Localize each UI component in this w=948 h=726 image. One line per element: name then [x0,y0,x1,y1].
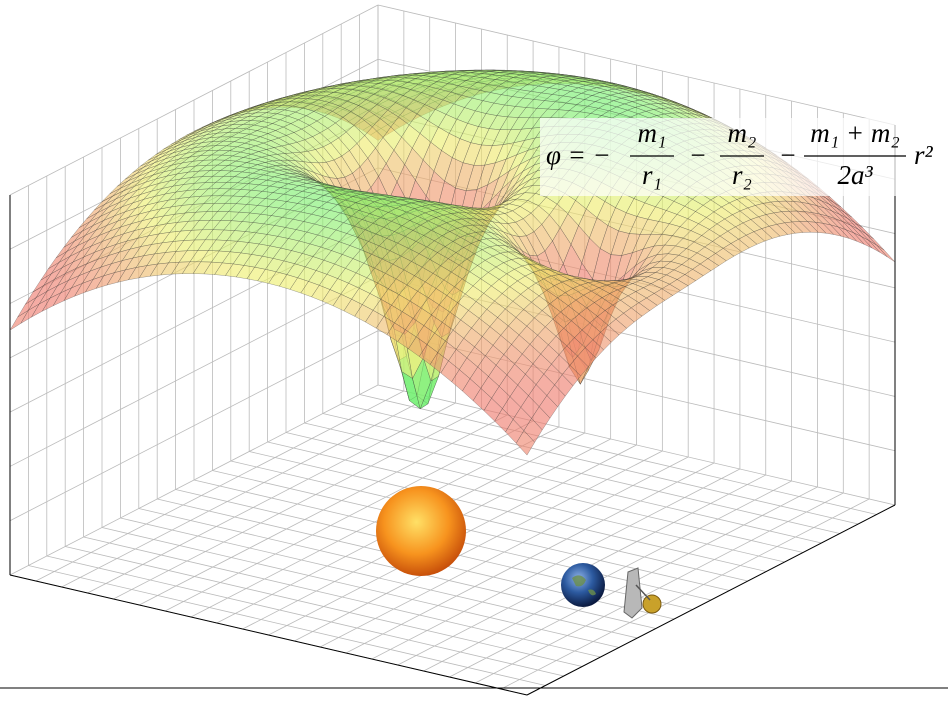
operator: − [780,140,795,170]
floor-grid-line [120,517,638,639]
floor-grid-line [101,527,620,648]
formula-lhs: φ = − [546,140,611,170]
earth-disc [561,563,605,607]
formula: φ = − m₁ r₁ − m₂ r₂ − m₁ + m₂ 2a³ r² [546,118,934,190]
sun [376,486,466,576]
numerator: m₁ + m₂ [810,118,900,148]
floor-grid-line [28,565,546,686]
floor-grid-line [423,480,792,672]
floor-grid-line [320,456,689,648]
floor-grid-line [294,450,663,642]
wall-grid-line [9,4,379,196]
floor-grid-line [345,462,715,654]
wall-grid-line [9,330,379,522]
box-edge [526,504,896,696]
wall-grid-line [377,4,896,126]
surface-cell [876,244,896,263]
floor-grid-line [500,498,870,690]
numerator: m₁ [638,118,667,148]
denominator: r₂ [732,160,752,190]
earth-land [572,575,596,596]
denominator: r₁ [642,160,662,190]
wall-grid-line [9,276,379,467]
denominator: 2a³ [837,160,873,190]
floor-grid-line [371,468,741,660]
box-edge [9,574,528,696]
formula-tail: r² [914,140,934,170]
sun-disc [376,486,466,576]
floor-grid-line [46,555,564,677]
telescope-mirror [642,594,662,614]
operator: − [690,140,705,170]
telescope-body [623,567,643,619]
numerator: m₂ [728,118,757,148]
telescope-arm [635,584,651,601]
formula-background [540,118,948,196]
floor-grid-line [83,536,601,658]
floor-grid-line [65,546,583,667]
surface-cell [515,430,535,456]
telescope [623,567,662,619]
earth [561,563,605,607]
floor-grid-line [475,492,844,684]
potential-surface [9,69,896,456]
surface-cell [868,240,888,258]
